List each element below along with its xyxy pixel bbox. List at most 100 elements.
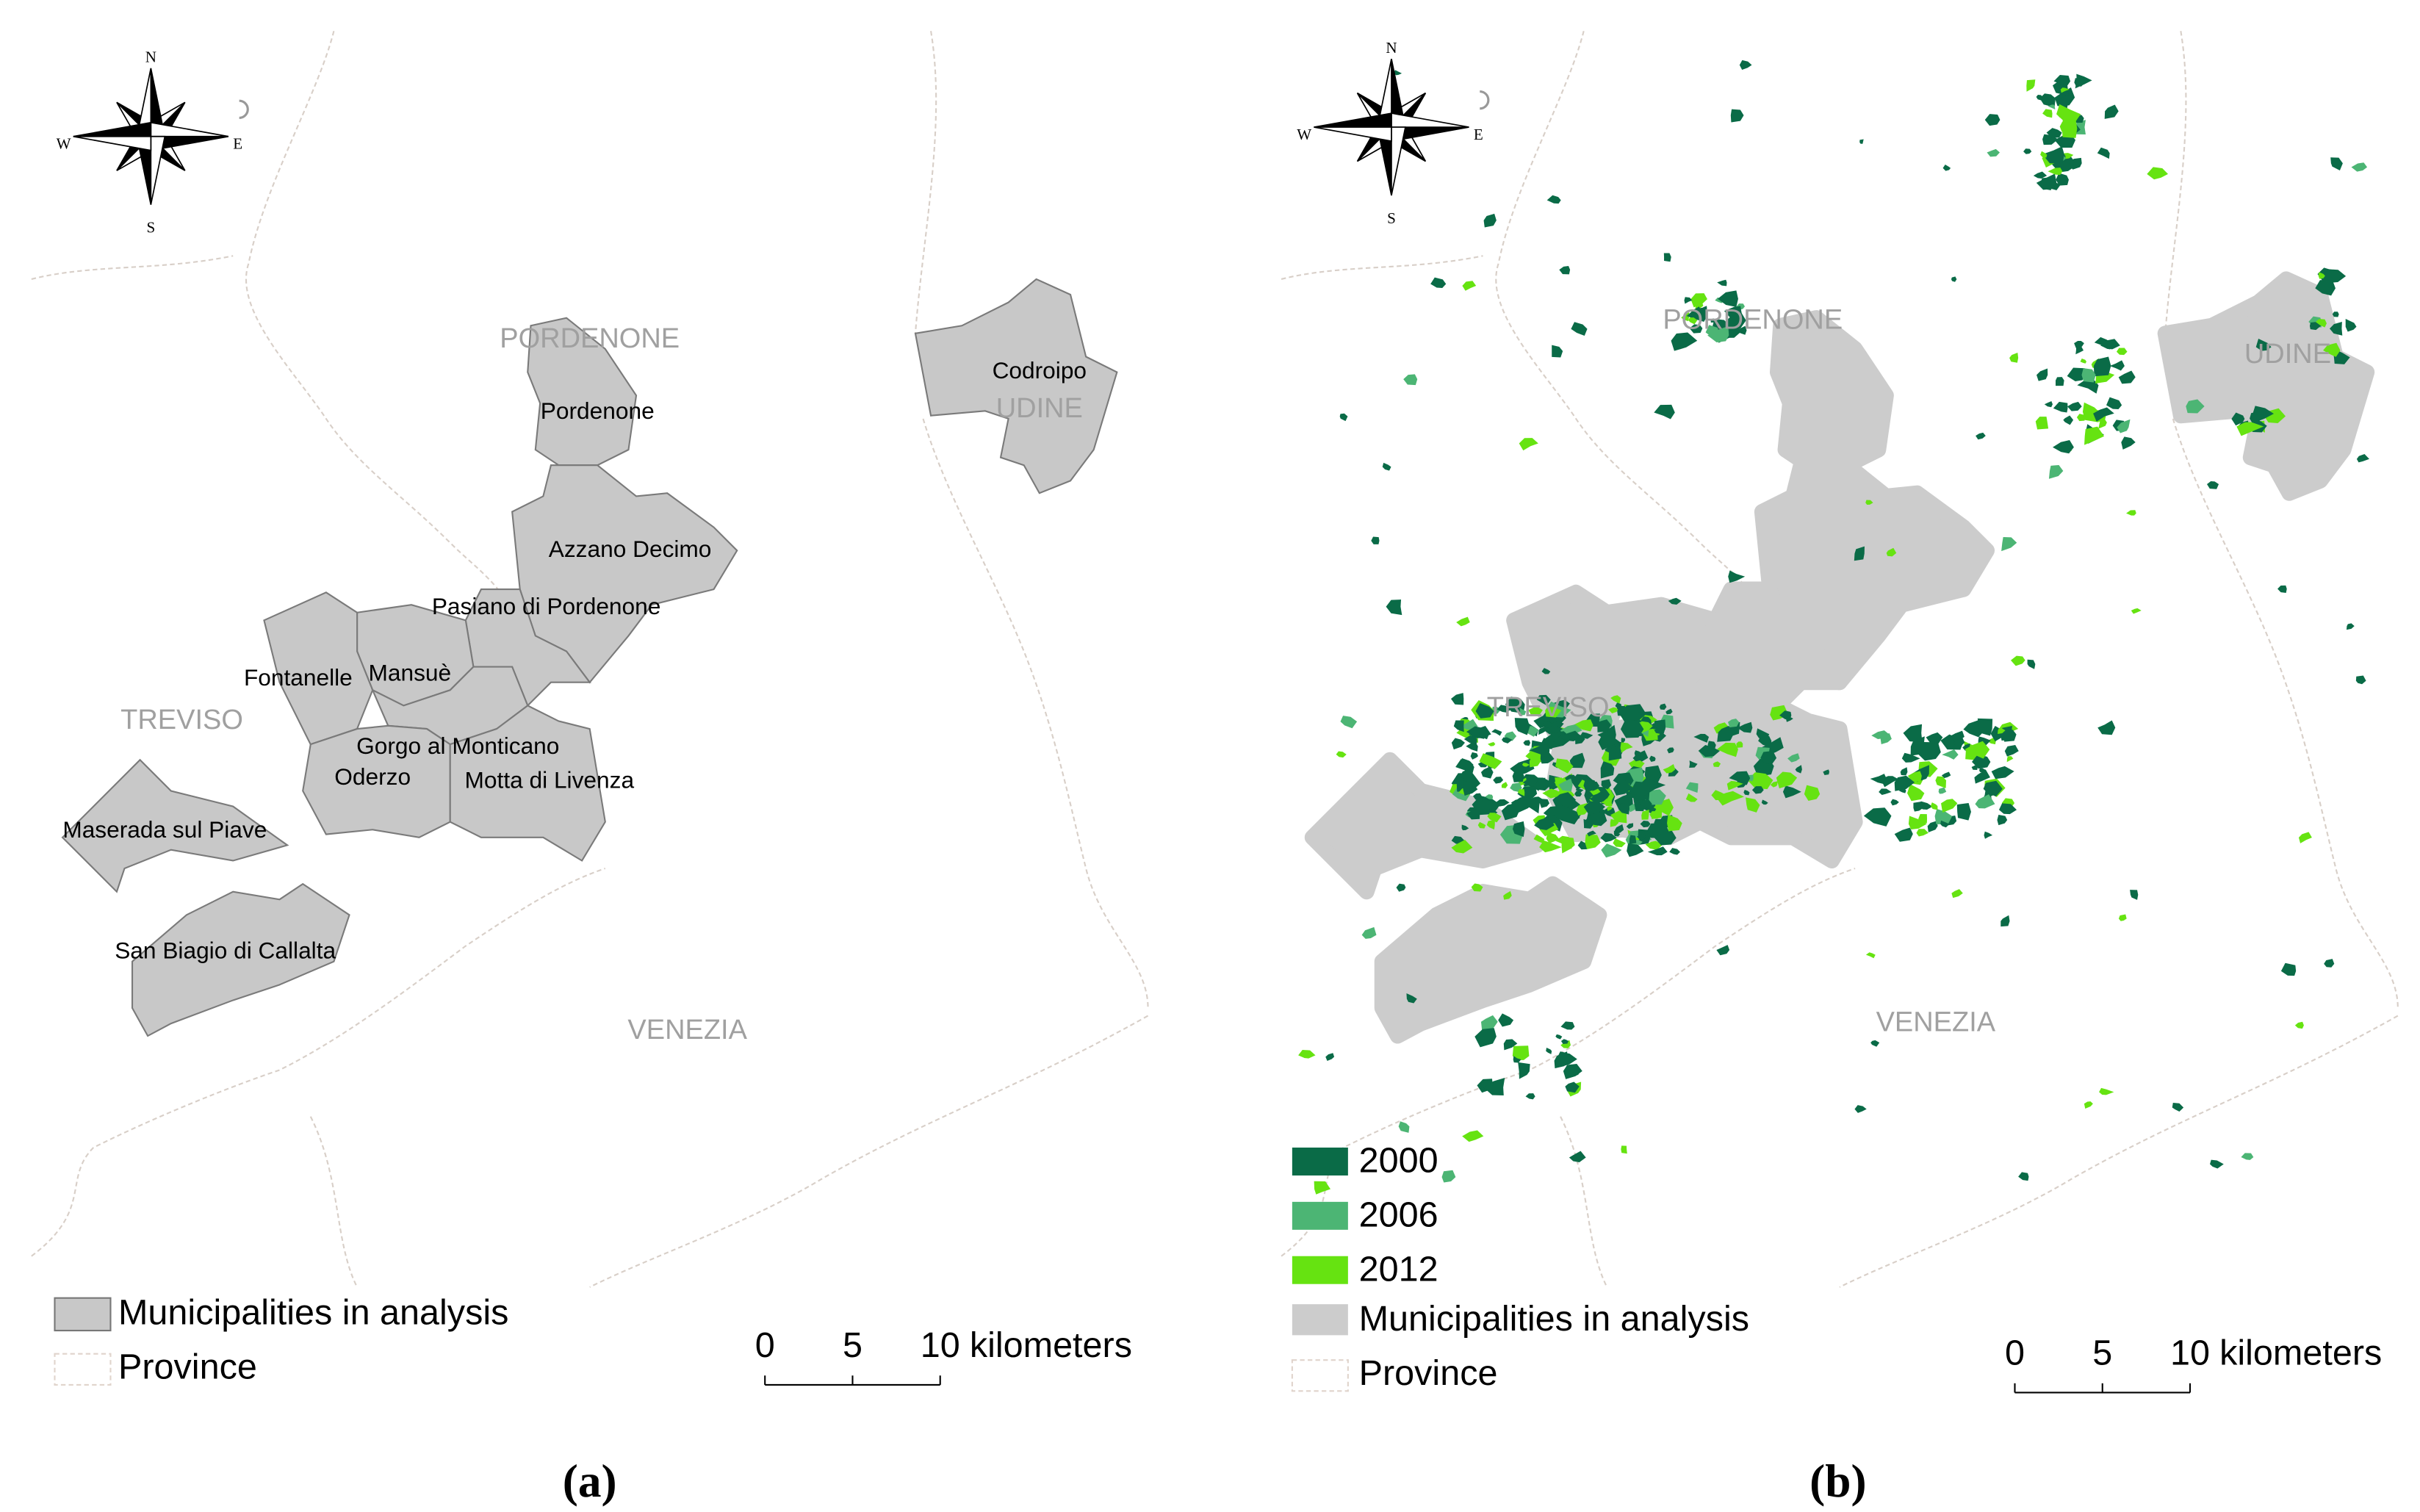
land-patch [1637,799,1652,810]
province-label: VENEZIA [1876,1007,1996,1038]
land-patch [1984,114,2001,126]
land-patch [1529,755,1541,768]
land-patch [2080,359,2087,364]
legend-swatch [1292,1256,1348,1284]
land-patch [1760,751,1777,764]
land-patch [1870,1040,1880,1047]
legend-label: Municipalities in analysis [1359,1299,1749,1339]
land-patch [1600,832,1617,843]
scale-label: 0 [2005,1333,2025,1372]
land-patch [1941,771,1951,779]
land-patch [1602,797,1613,807]
land-patch [1325,1053,1335,1061]
land-patch [2172,1102,2184,1112]
land-patch [1908,816,1927,830]
land-patch [1371,536,1380,544]
province-boundary [1495,30,1779,652]
land-patch [1583,818,1594,829]
land-patch [1663,763,1676,774]
land-patch [1965,741,1990,759]
land-patch [1615,702,1622,709]
land-patch [1736,741,1743,748]
scale-unit: kilometers [2219,1333,2382,1372]
land-patch [2099,1087,2114,1095]
land-patch [2004,745,2019,757]
land-patch [1511,795,1535,813]
land-patch [2097,720,2116,735]
land-patch [1621,738,1626,744]
land-patch [1998,803,2017,815]
land-patch [1406,993,1417,1004]
caption: (a) [563,1455,617,1507]
land-patch [1525,1093,1535,1100]
land-patch [1690,306,1702,316]
land-patch [1339,413,1348,422]
land-patch [1626,823,1634,829]
land-patch [1854,1105,1867,1113]
province-label: TREVISO [120,705,243,735]
land-patch [2052,440,2074,454]
land-patch [1707,741,1716,749]
scale-label: 5 [843,1325,863,1365]
land-patch [1984,831,1993,839]
land-patch [1461,768,1473,780]
land-patch [1997,814,2008,826]
compass-point [150,135,166,205]
land-patch [1787,753,1800,763]
land-patch [1314,1181,1331,1195]
land-patch [1461,824,1469,831]
land-patch [1552,792,1577,808]
land-patch [1554,1051,1568,1069]
land-patch [1451,693,1464,705]
land-patch [1571,322,1588,336]
land-patch [1463,780,1478,796]
municipality-label: Azzano Decimo [549,536,712,562]
land-patch [2046,128,2062,138]
land-patch [2077,379,2099,394]
land-patch [1503,890,1512,900]
land-patch [2084,426,2105,445]
land-patch [1466,743,1478,752]
legend-label: Province [118,1347,257,1386]
land-patch [1585,811,1607,827]
land-patch [1597,719,1612,732]
land-patch [2210,1159,2224,1169]
compass-point [73,121,152,137]
municipality-label: Gorgo al Monticano [356,732,559,759]
municipality [511,464,738,684]
land-patch [1890,799,1899,806]
land-patch [1747,772,1773,790]
province-label: UDINE [996,393,1083,424]
land-patch [1804,785,1821,802]
land-patch [1472,793,1483,802]
land-patch [1523,740,1531,746]
legend-swatch [1292,1147,1348,1176]
legend-label: Municipalities in analysis [118,1293,508,1333]
land-patch [1761,799,1768,805]
land-patch [1654,830,1677,846]
land-patch [2255,338,2272,351]
land-patch [1574,791,1582,797]
land-patch [1491,729,1502,736]
land-patch [1941,799,1958,813]
land-patch [1474,1028,1497,1048]
land-patch [1717,279,1727,287]
land-patch [2298,832,2312,843]
province-lines [1281,30,2399,1288]
land-patch [1601,843,1622,858]
land-patch [1951,889,1963,899]
land-patch [1610,695,1621,704]
land-patch [2033,171,2048,179]
land-patch [2130,890,2139,900]
land-patch [1501,782,1508,788]
land-patch [2098,419,2107,429]
municipality [1304,752,1545,900]
compass-point [1391,112,1469,128]
land-patch [1998,728,2006,735]
municipality [1374,876,1607,1044]
province-boundary [31,255,234,280]
compass-mark [239,99,249,120]
legend-swatch [54,1353,112,1386]
province-boundary [309,1116,359,1288]
land-patch [2313,319,2327,328]
